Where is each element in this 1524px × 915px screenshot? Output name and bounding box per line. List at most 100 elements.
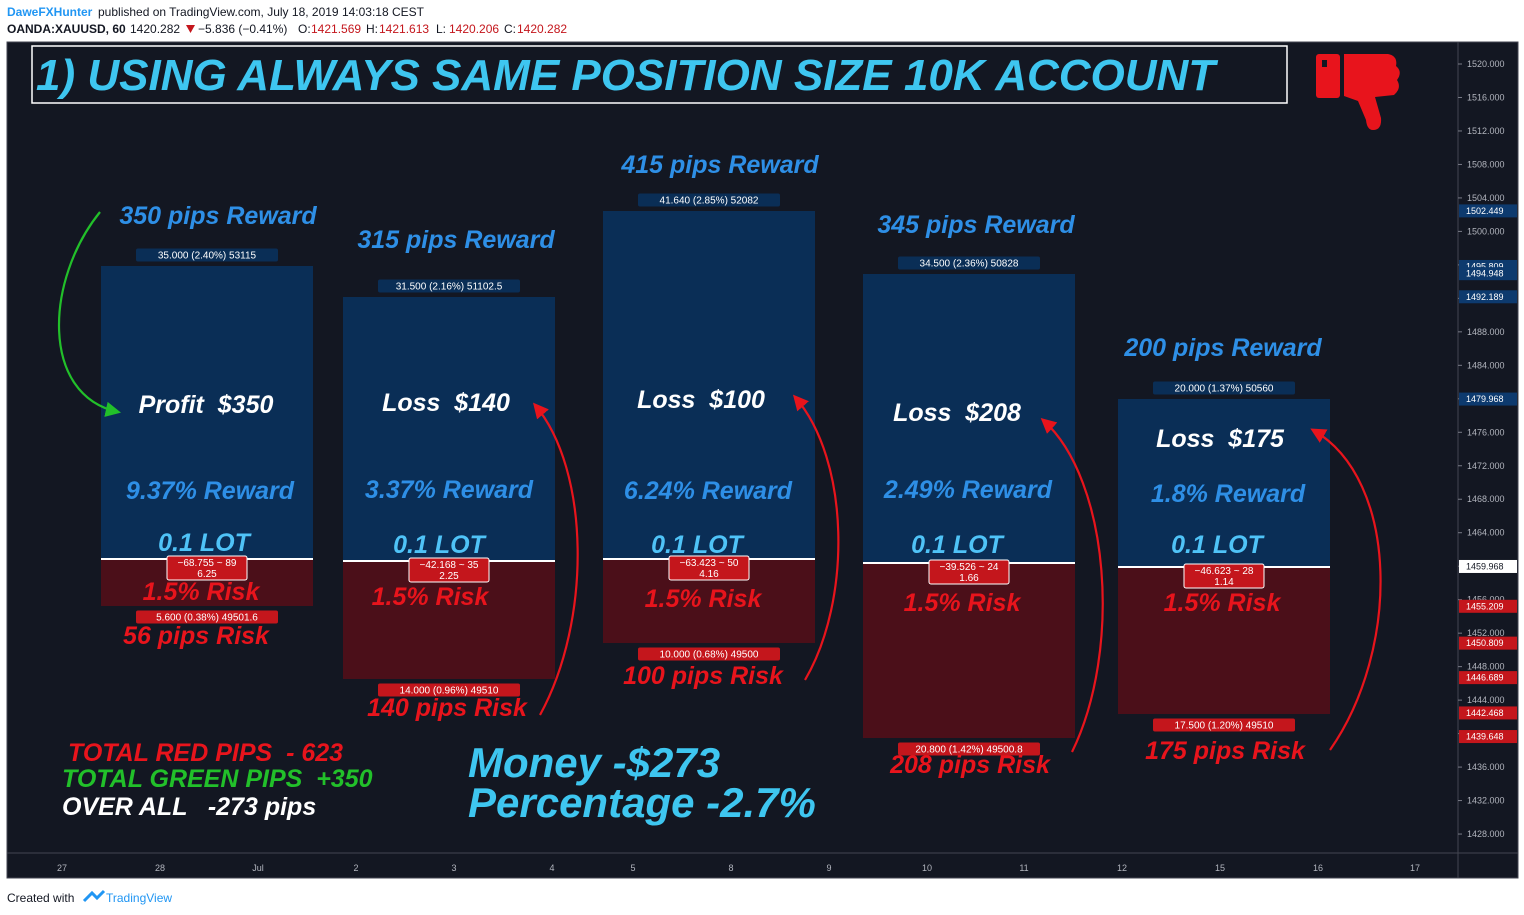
- ohlc-item: L: 1420.206: [436, 22, 499, 36]
- date-tick-label: 27: [57, 863, 67, 873]
- price-marker-label: 1442.468: [1466, 708, 1504, 718]
- target-label: 35.000 (2.40%) 53115: [158, 251, 257, 262]
- ohlc-value: 1420.282: [517, 22, 567, 36]
- price-tick-label: 1432.000: [1467, 796, 1505, 806]
- red-arrow: [792, 394, 840, 681]
- stop-label: 14.000 (0.96%) 49510: [400, 686, 499, 697]
- price-tick-label: 1428.000: [1467, 829, 1505, 839]
- reward-pct-note: 1.8% Reward: [1151, 480, 1306, 508]
- footer-brand[interactable]: TradingView: [106, 891, 172, 905]
- price-tick-label: 1516.000: [1467, 92, 1505, 102]
- rewards-note: 315 pips Reward: [357, 226, 555, 254]
- date-tick-label: 10: [922, 863, 932, 873]
- target-label: 41.640 (2.85%) 52082: [660, 196, 759, 207]
- overall: OVER ALL -273 pips: [62, 793, 316, 821]
- reward-pct-note: 6.24% Reward: [624, 477, 793, 505]
- percentage: Percentage -2.7%: [468, 779, 816, 826]
- price-marker: [1459, 559, 1517, 573]
- lots-note: 0.1 LOT: [911, 531, 1005, 559]
- arrows: [57, 211, 1382, 753]
- price-marker: [1459, 599, 1517, 613]
- date-tick-label: 16: [1313, 863, 1323, 873]
- risk-zone: [863, 563, 1075, 738]
- ohlc-label: O:: [298, 22, 311, 36]
- label-box: [136, 610, 278, 624]
- price-marker: [1459, 671, 1517, 685]
- risk-pct-note: 1.5% Risk: [1164, 589, 1282, 617]
- price-marker-label: 1446.689: [1466, 673, 1504, 683]
- price-marker: [1459, 204, 1517, 218]
- target-label: 34.500 (2.36%) 50828: [920, 259, 1019, 270]
- pnl-label: −39.526 ~ 24: [940, 562, 999, 573]
- label-box: [136, 248, 278, 262]
- header-line-1: DaweFXHunter published on TradingView.co…: [0, 5, 434, 19]
- price-tick-label: 1472.000: [1467, 461, 1505, 471]
- date-tick-label: 11: [1019, 863, 1028, 873]
- risk-pips-note: 100 pips Risk: [623, 662, 784, 690]
- results-note: Loss $208: [893, 399, 1021, 427]
- author[interactable]: DaweFXHunter: [7, 5, 93, 19]
- price-tick-label: 1504.000: [1467, 193, 1505, 203]
- pnl-label: −63.423 ~ 50: [680, 558, 739, 569]
- title: 1) USING ALWAYS SAME POSITION SIZE 10K A…: [36, 51, 1218, 100]
- positions: 35.000 (2.40%) 53115 5.600 (0.38%) 49501.…: [101, 193, 1330, 756]
- date-tick-label: 15: [1215, 863, 1225, 873]
- ohlc-label: L:: [436, 22, 446, 36]
- price-tick-label: 1484.000: [1467, 360, 1505, 370]
- label-box: [378, 279, 520, 293]
- price-marker-label: 1492.189: [1466, 292, 1504, 302]
- date-tick-label: 28: [155, 863, 165, 873]
- qty-label: 6.25: [197, 569, 217, 580]
- reward-zone: [863, 274, 1075, 563]
- qty-label: 4.16: [699, 569, 719, 580]
- qty-label: 1.66: [959, 573, 979, 584]
- ohlc-value: 1421.613: [379, 22, 429, 36]
- last-price: 1420.282: [130, 22, 180, 36]
- date-tick-label: 5: [630, 863, 635, 873]
- price-marker-label: 1479.968: [1466, 394, 1504, 404]
- header-line-2: OANDA:XAUUSD, 60 1420.282 −5.836 (−0.41%…: [0, 22, 297, 36]
- rewards-note: 415 pips Reward: [620, 151, 819, 179]
- price-tick-label: 1476.000: [1467, 427, 1505, 437]
- price-marker-label: 1459.968: [1466, 561, 1504, 571]
- annotations: 350 pips Reward 315 pips Reward 415 pips R…: [119, 151, 1322, 779]
- date-tick-label: 4: [549, 863, 554, 873]
- green-arrow: [57, 211, 122, 417]
- reward-pct-note: 3.37% Reward: [365, 476, 534, 504]
- date-tick-label: 17: [1410, 863, 1420, 873]
- date-tick-label: Jul: [252, 863, 264, 873]
- risk-pct-note: 1.5% Risk: [372, 583, 490, 611]
- total-green: TOTAL GREEN PIPS +350: [62, 765, 373, 793]
- date-tick-label: 12: [1117, 863, 1127, 873]
- label-box: [408, 557, 490, 583]
- reward-zone: [603, 211, 815, 559]
- ohlc-value: 1421.569: [311, 22, 361, 36]
- stop-label: 5.600 (0.38%) 49501.6: [156, 613, 258, 624]
- reward-pct-note: 2.49% Reward: [883, 476, 1053, 504]
- lots-note: 0.1 LOT: [651, 531, 745, 559]
- ohlc-value: 1420.206: [449, 22, 499, 36]
- ohlc-item: C:1420.282: [504, 22, 567, 36]
- label-box: [1183, 563, 1265, 589]
- price-tick-label: 1448.000: [1467, 662, 1505, 672]
- change: −5.836 (−0.41%): [198, 22, 287, 36]
- down-triangle: [186, 25, 195, 33]
- results-note: Loss $100: [637, 386, 765, 414]
- ohlc-item: O:1421.569: [298, 22, 361, 36]
- label-box: [638, 647, 780, 661]
- red-arrow: [1040, 417, 1104, 753]
- price-marker: [1459, 392, 1517, 406]
- price-tick-label: 1452.000: [1467, 628, 1505, 638]
- ohlc: O:1421.569 H:1421.613 L: 1420.206 C:1420.282: [298, 22, 567, 36]
- rewards-note: 200 pips Reward: [1123, 334, 1322, 362]
- results-note: Profit $350: [139, 391, 274, 419]
- label-box: [898, 742, 1040, 756]
- price-marker-label: 1455.209: [1466, 601, 1504, 611]
- label-box: [638, 193, 780, 207]
- date-tick-label: 8: [728, 863, 733, 873]
- ohlc-label: C:: [504, 22, 516, 36]
- axes: 1520.000 1516.000 1512.000 1508.000 1504.000…: [57, 59, 1517, 873]
- footer-created: Created with: [7, 891, 74, 905]
- red-arrow: [533, 402, 579, 716]
- lots-note: 0.1 LOT: [158, 529, 252, 557]
